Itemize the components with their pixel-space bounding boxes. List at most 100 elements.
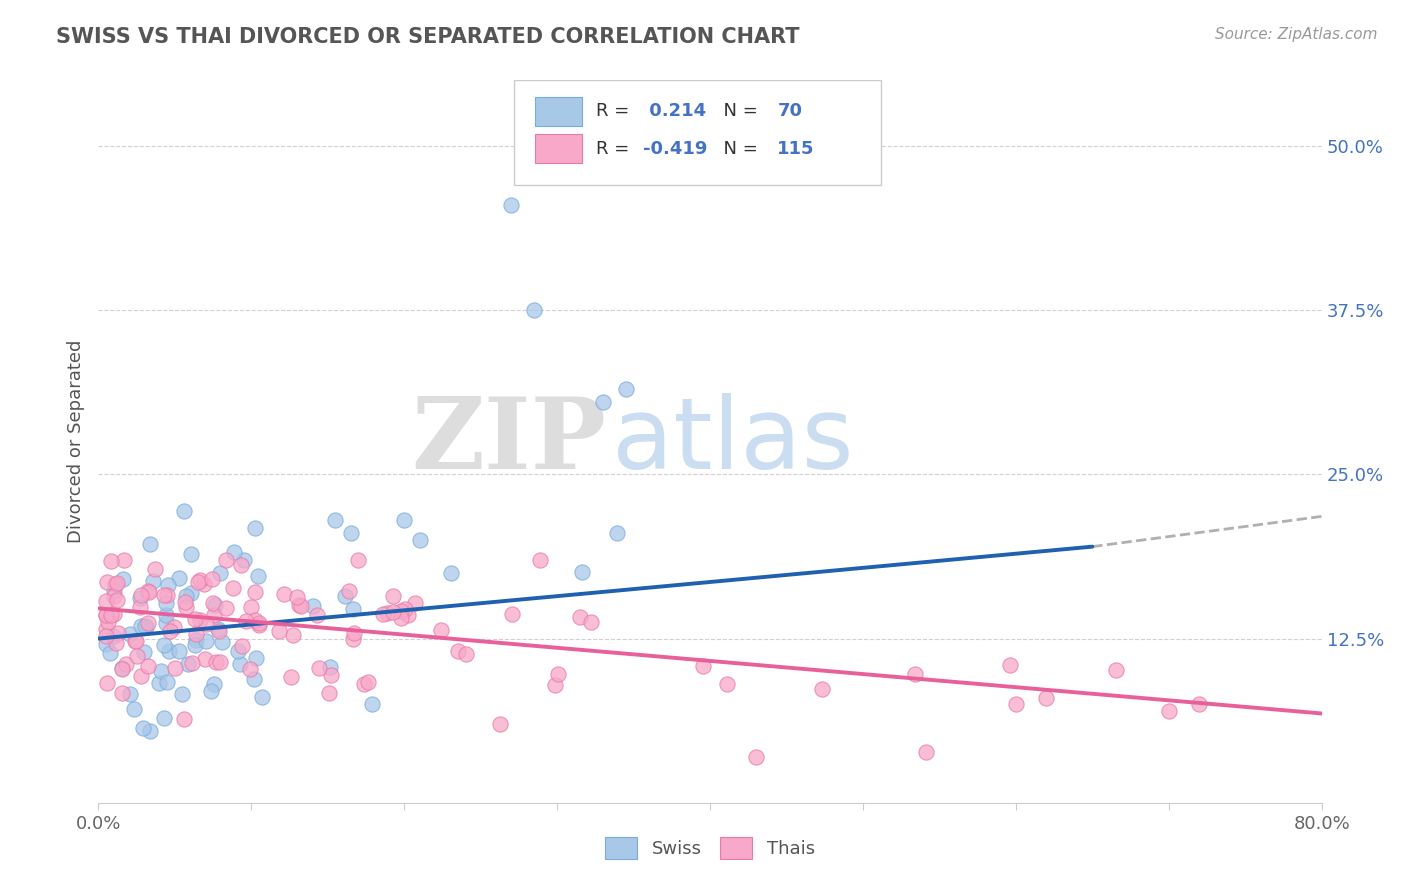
Point (208, 624, 231, 638)
Point (118, 626, 141, 640)
Point (247, 569, 270, 583)
Point (202, 676, 225, 690)
Point (142, 574, 165, 588)
Point (318, 686, 340, 700)
Point (288, 598, 311, 612)
Point (186, 633, 208, 648)
Point (301, 599, 323, 613)
Point (408, 533, 430, 547)
Point (381, 606, 404, 620)
Point (124, 633, 146, 648)
Point (136, 615, 159, 630)
Point (581, 615, 603, 629)
Point (127, 648, 149, 663)
Point (153, 638, 176, 652)
Point (529, 553, 551, 567)
Point (381, 589, 404, 603)
Point (373, 607, 395, 621)
Point (100, 608, 122, 623)
Point (333, 589, 356, 603)
Point (228, 657, 250, 671)
Point (135, 619, 157, 633)
Text: R =: R = (596, 103, 636, 120)
Point (319, 668, 342, 682)
Point (245, 650, 267, 665)
Point (94, 594, 117, 608)
Point (94, 607, 117, 622)
Point (356, 675, 378, 690)
Point (290, 599, 312, 613)
Point (134, 619, 156, 633)
Point (231, 639, 253, 653)
Point (111, 662, 134, 676)
Point (207, 622, 229, 636)
Point (188, 613, 211, 627)
Legend: Swiss, Thais: Swiss, Thais (598, 830, 823, 866)
Point (165, 661, 187, 675)
Point (353, 676, 375, 690)
Point (447, 644, 470, 658)
Point (201, 572, 224, 586)
Point (129, 669, 152, 683)
Point (252, 690, 274, 705)
Point (184, 612, 207, 626)
Text: 115: 115 (778, 140, 815, 158)
Point (319, 660, 342, 674)
Point (209, 655, 232, 669)
Point (155, 607, 177, 622)
Text: 0.214: 0.214 (643, 103, 706, 120)
Point (97, 615, 120, 629)
Point (111, 661, 134, 675)
Y-axis label: Divorced or Separated: Divorced or Separated (66, 340, 84, 543)
Point (139, 537, 162, 551)
Point (1157, 704, 1180, 718)
Text: SWISS VS THAI DIVORCED OR SEPARATED CORRELATION CHART: SWISS VS THAI DIVORCED OR SEPARATED CORR… (56, 27, 800, 46)
Point (1004, 698, 1026, 712)
Point (692, 658, 714, 673)
Point (103, 629, 125, 643)
Point (544, 678, 567, 692)
Point (173, 595, 195, 609)
Point (120, 687, 142, 701)
Point (139, 724, 162, 739)
Point (501, 198, 523, 212)
Point (375, 606, 398, 620)
Point (155, 596, 177, 610)
Point (285, 591, 308, 605)
Point (239, 662, 262, 676)
Point (273, 587, 295, 601)
Point (280, 670, 302, 684)
Point (125, 634, 148, 648)
Point (194, 616, 217, 631)
Point (184, 638, 207, 652)
Point (547, 666, 569, 681)
Point (100, 553, 122, 567)
Point (1104, 663, 1126, 677)
Point (571, 566, 593, 580)
Point (167, 644, 190, 658)
Point (103, 583, 125, 598)
Point (243, 673, 266, 687)
Point (489, 716, 512, 731)
Text: -0.419: -0.419 (643, 140, 707, 158)
Point (342, 632, 364, 646)
Point (195, 634, 218, 648)
Point (136, 584, 159, 599)
Point (153, 588, 176, 602)
Point (222, 545, 245, 559)
Point (129, 588, 152, 602)
Text: N =: N = (713, 103, 763, 120)
Point (181, 656, 204, 670)
Point (998, 657, 1021, 672)
Point (157, 643, 180, 657)
Point (745, 749, 768, 764)
Point (201, 597, 224, 611)
Point (94, 629, 117, 643)
Point (138, 659, 160, 673)
Point (240, 600, 263, 615)
Point (915, 745, 938, 759)
Point (129, 619, 152, 633)
Text: atlas: atlas (612, 393, 853, 490)
Point (156, 578, 179, 592)
Point (211, 634, 233, 648)
